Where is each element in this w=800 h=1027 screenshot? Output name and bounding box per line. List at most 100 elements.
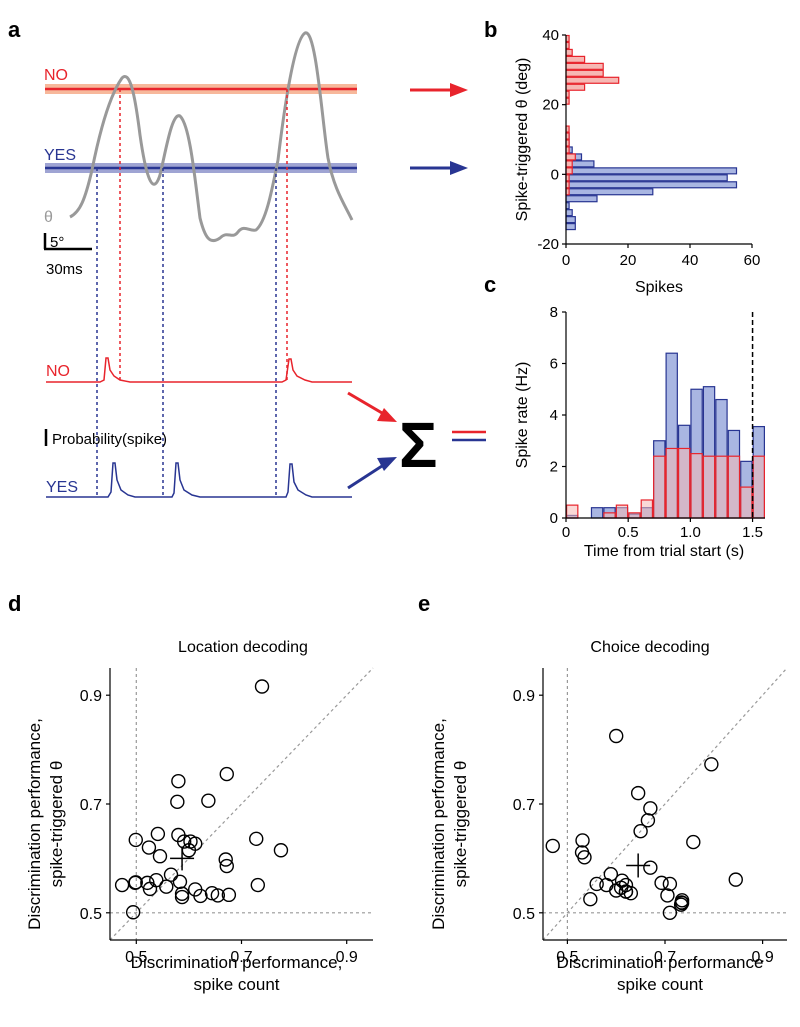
- scatter-point: [193, 888, 208, 904]
- rate-bar-no: [565, 504, 579, 519]
- histogram-bar-no: [565, 62, 604, 70]
- scatter-point: [662, 905, 678, 920]
- theta-trace: [69, 31, 354, 243]
- histogram-bar-no: [565, 48, 573, 57]
- y-tick-label: 0.7: [513, 797, 535, 814]
- x-axis-label: Time from trial start (s): [584, 543, 744, 560]
- chart-d: 0.5 0.7 0.9 0.5 0.7 0.9 Location decoding Discr…: [25, 639, 374, 994]
- identity-line: [542, 667, 788, 941]
- rate-bar-no: [715, 455, 728, 519]
- histogram-bar-no: [565, 55, 586, 63]
- scatter-point: [704, 757, 719, 772]
- x-tick-label: 0: [562, 524, 570, 541]
- rate-bar-no: [653, 455, 666, 519]
- rate-bar-no: [677, 447, 691, 519]
- scatter-point: [254, 679, 270, 694]
- panel-a: NO YES θ 5° 30ms NO Probability(spike) Y…: [43, 31, 486, 498]
- y-tick-label: 0: [550, 510, 558, 527]
- x-tick-label: 0: [562, 252, 570, 269]
- histogram-bar-no: [565, 167, 573, 175]
- rate-bar-no: [727, 455, 741, 519]
- x-tick-label: 40: [682, 252, 699, 269]
- rate-bar-no: [702, 455, 716, 519]
- scatter-point: [575, 833, 590, 848]
- scatter-point: [633, 824, 648, 839]
- scatter-point: [674, 895, 690, 911]
- chart-e: 0.5 0.7 0.9 0.5 0.7 0.9 Choice decoding Discrim…: [429, 639, 788, 994]
- scatter-point: [630, 785, 646, 801]
- scatter-point: [170, 794, 185, 810]
- x-tick-label: 0.5: [556, 949, 578, 966]
- no-sum-arrow-shaft: [347, 391, 383, 415]
- scatter-point: [643, 801, 658, 816]
- no-prob-label: NO: [46, 363, 70, 380]
- y-axis-label-line2: spike-triggered θ: [451, 761, 470, 888]
- scatter-point: [149, 872, 164, 888]
- identity-line: [109, 667, 374, 941]
- scatter-point: [589, 876, 604, 892]
- panel-label-a: a: [8, 17, 21, 42]
- no-prob-trace: [46, 357, 352, 383]
- y-tick-label: 0.5: [80, 906, 102, 923]
- yes-prob-label: YES: [46, 479, 78, 496]
- histogram-bar-no: [565, 153, 576, 161]
- scatter-point: [128, 875, 143, 890]
- y-tick-label: 40: [542, 27, 559, 44]
- x-tick-label: 1.0: [680, 524, 701, 541]
- y-axis-label: Spike-triggered θ (deg): [514, 58, 531, 222]
- yes-sum-arrow-head: [377, 457, 397, 471]
- scatter-point: [114, 877, 130, 893]
- scatter-point: [643, 860, 658, 875]
- y-tick-label: 4: [550, 407, 558, 424]
- y-tick-label: 6: [550, 356, 558, 373]
- x-axis-label-line2: spike count: [194, 975, 280, 994]
- rate-bar-no: [603, 512, 616, 519]
- scatter-point: [577, 850, 592, 865]
- yes-prob-trace: [46, 462, 352, 498]
- scatter-point: [176, 834, 192, 849]
- histogram-bar-yes: [565, 195, 598, 203]
- scatter-point: [163, 867, 179, 882]
- histogram-bar-no: [565, 69, 604, 77]
- scatter-point: [686, 834, 701, 850]
- histogram-bar-yes: [565, 167, 738, 175]
- scatter-point: [660, 888, 675, 903]
- chart-c: 0 0.5 1.0 1.5 0 2 4 6 8 Time from trial start (s)…: [514, 304, 765, 560]
- rate-bar-no: [640, 499, 654, 519]
- scatter-point: [673, 897, 689, 912]
- histogram-bar-no: [565, 83, 586, 91]
- x-axis-label-line1: Discrimination performance: [557, 953, 764, 972]
- scatter-point: [204, 886, 220, 901]
- prob-spike-label: Probability(spike): [52, 431, 167, 448]
- y-tick-label: 0.7: [80, 797, 102, 814]
- chart-title: Choice decoding: [590, 639, 709, 656]
- scatter-point: [171, 773, 186, 789]
- x-axis-label: Spikes: [635, 279, 683, 296]
- y-tick-label: 20: [542, 97, 559, 114]
- scatter-point: [142, 881, 158, 897]
- scatter-point: [250, 877, 266, 893]
- y-axis-label: Spike rate (Hz): [514, 362, 531, 469]
- panel-label-d: d: [8, 591, 21, 616]
- histogram-bar-yes: [565, 174, 728, 182]
- x-tick-label: 60: [744, 252, 761, 269]
- y-tick-label: -20: [537, 236, 559, 253]
- yes-threshold-label: YES: [44, 147, 76, 164]
- theta-label: θ: [44, 209, 53, 226]
- x-tick-label: 0.5: [618, 524, 639, 541]
- y-axis-label-line1: Discrimination performance,: [429, 718, 448, 930]
- scatter-point: [125, 905, 141, 920]
- y-axis-label-line1: Discrimination performance,: [25, 718, 44, 930]
- chart-title: Location decoding: [178, 639, 308, 656]
- x-tick-label: 0.5: [125, 949, 147, 966]
- histogram-bar-yes: [565, 223, 576, 231]
- panel-label-b: b: [484, 17, 497, 42]
- scatter-point: [210, 888, 226, 903]
- scatter-point: [128, 832, 143, 848]
- scatter-point: [221, 887, 237, 903]
- yes-arrow-head: [450, 161, 468, 175]
- scale-angle-label: 5°: [50, 234, 64, 251]
- scatter-point: [583, 892, 598, 907]
- scatter-point: [545, 838, 560, 854]
